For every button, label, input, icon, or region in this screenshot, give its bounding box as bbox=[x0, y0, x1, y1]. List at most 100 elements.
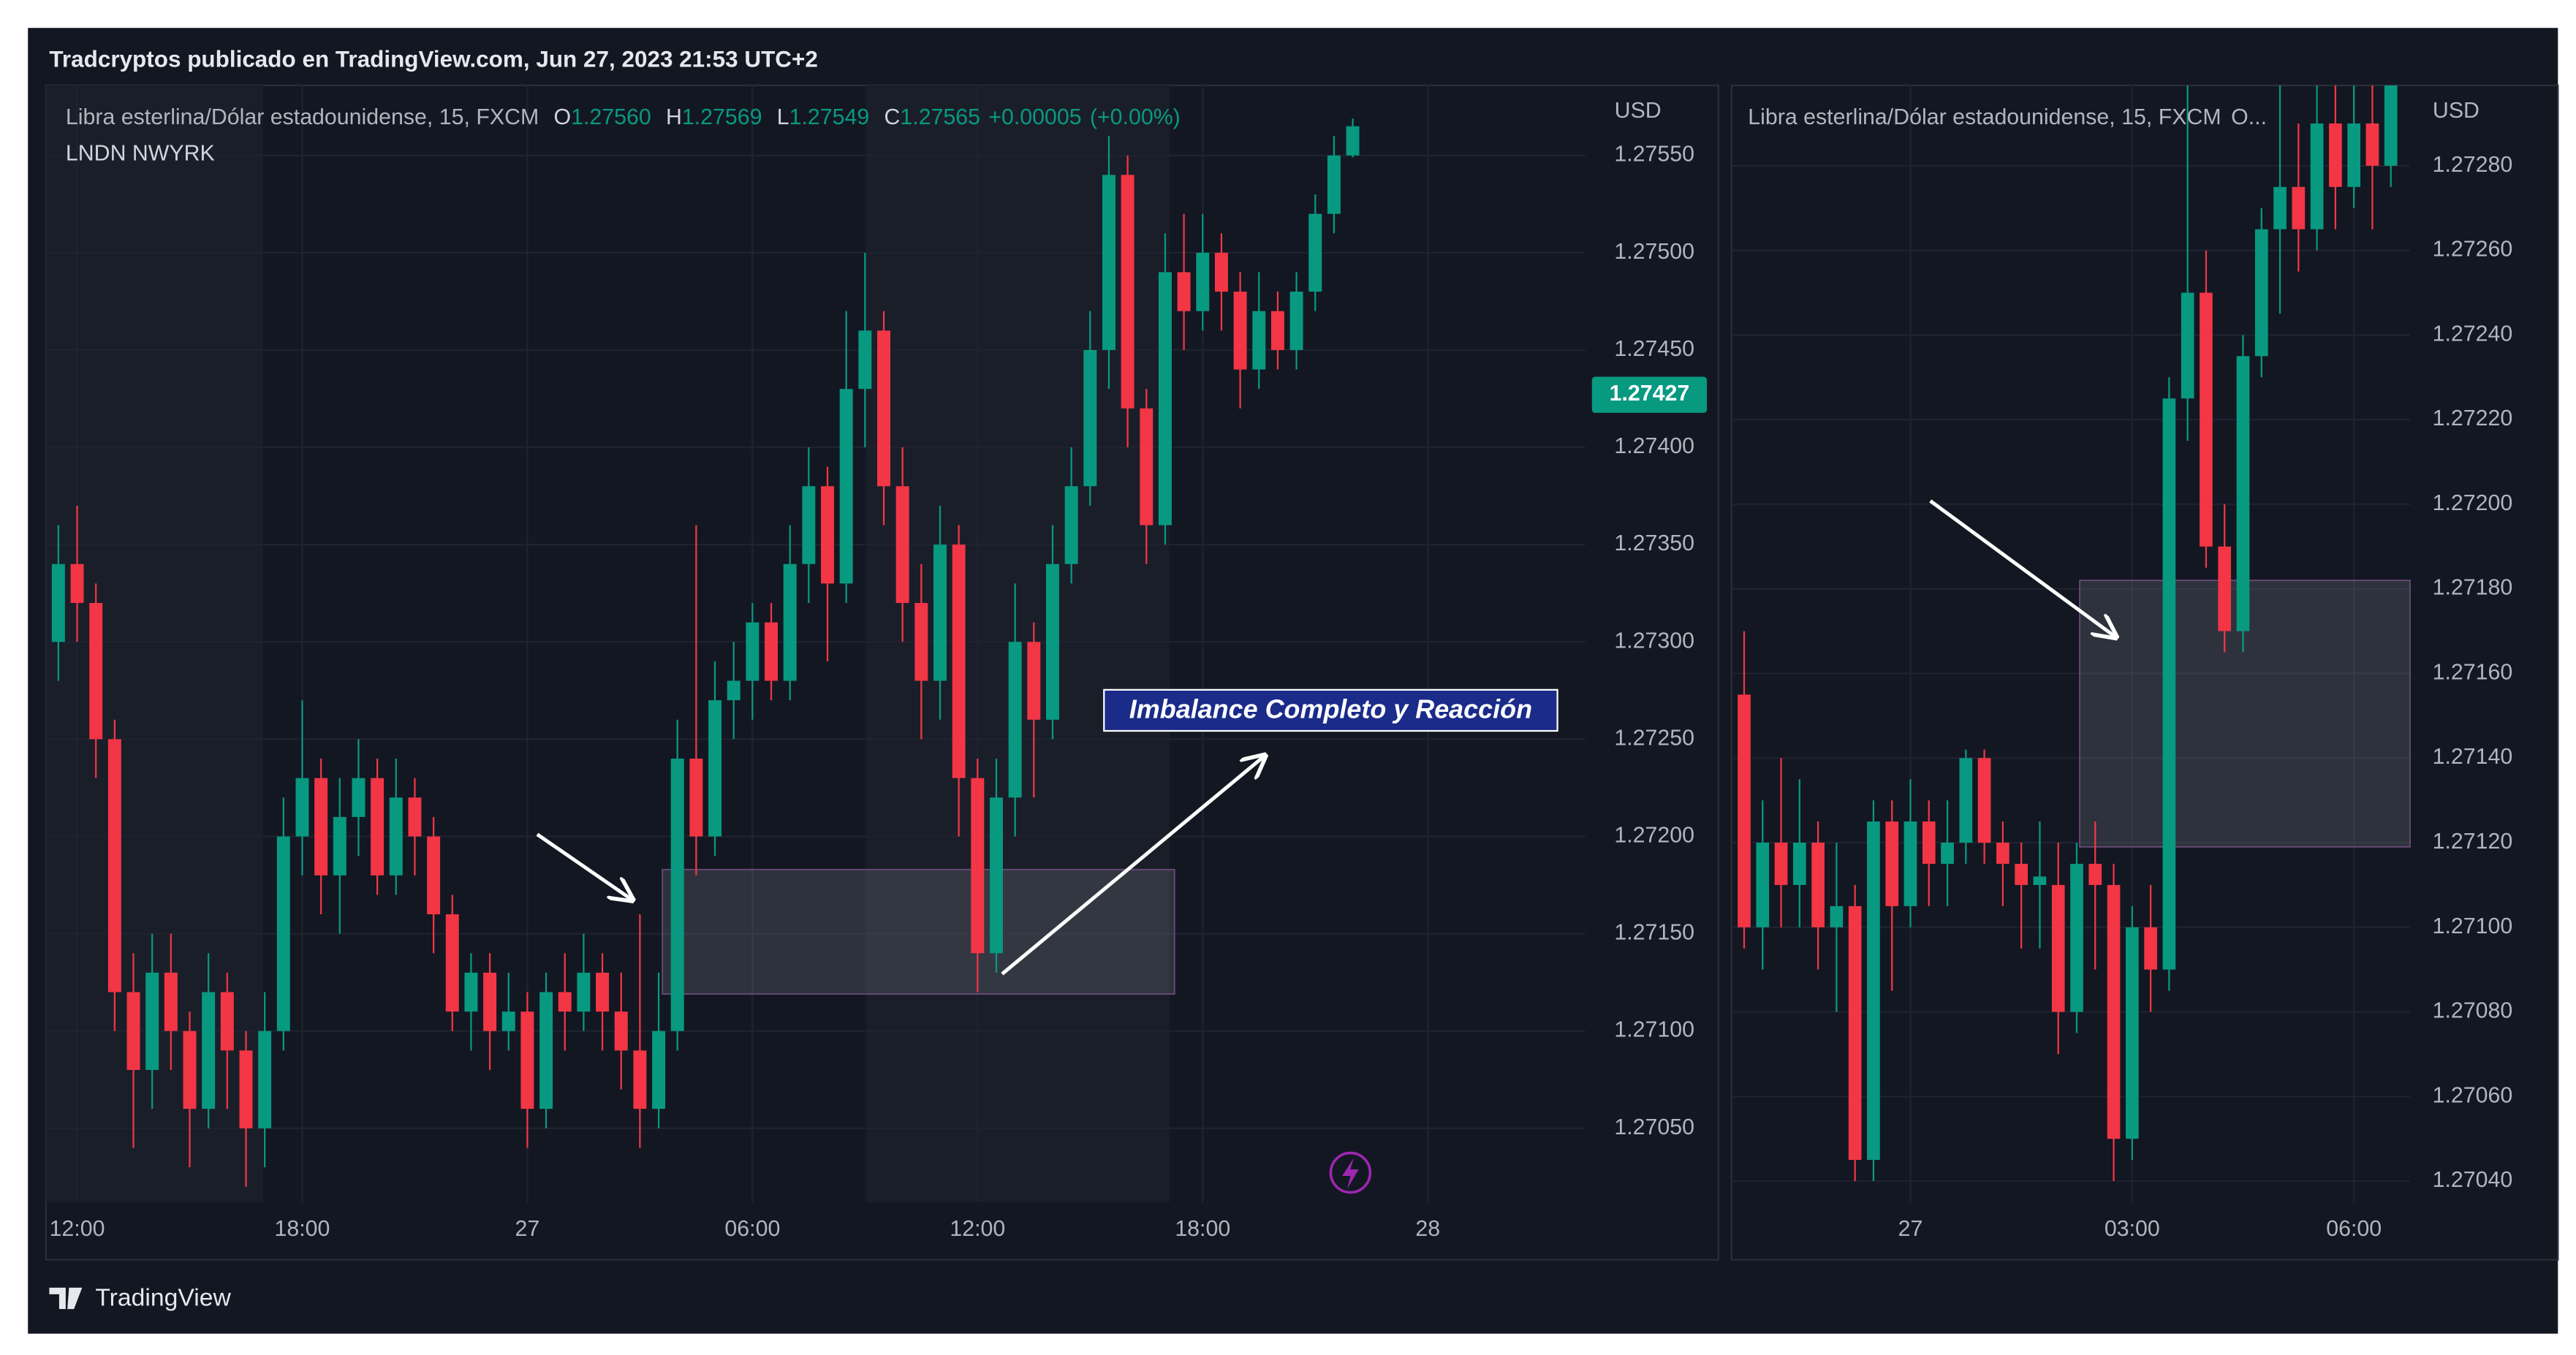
candle-body bbox=[276, 836, 290, 1031]
x-tick-label: 18:00 bbox=[1175, 1217, 1230, 1241]
candle-body bbox=[839, 389, 853, 584]
candle-body bbox=[183, 1031, 197, 1109]
y-tick-label: 1.27450 bbox=[1614, 337, 1694, 361]
candle-body bbox=[2292, 186, 2306, 229]
candle-body bbox=[1121, 175, 1134, 409]
candle-body bbox=[914, 603, 928, 681]
candle-body bbox=[464, 972, 478, 1012]
footer-brand: TradingView bbox=[95, 1283, 231, 1311]
candle-body bbox=[2033, 876, 2047, 885]
arrow bbox=[1929, 499, 2116, 637]
candle-body bbox=[1252, 311, 1266, 370]
candle-body bbox=[501, 1011, 515, 1031]
candle-body bbox=[670, 759, 684, 1031]
legend-key: C bbox=[884, 105, 901, 129]
candle-body bbox=[1083, 349, 1097, 487]
candle-body bbox=[1885, 821, 1899, 906]
candle-body bbox=[2070, 863, 2083, 1012]
annotation-box bbox=[1103, 688, 1558, 732]
y-tick-label: 1.27080 bbox=[2433, 999, 2513, 1023]
legend-change: +0.00005 bbox=[988, 105, 1081, 129]
candle-body bbox=[727, 680, 740, 701]
candle-body bbox=[558, 992, 572, 1012]
candle-body bbox=[2162, 398, 2176, 970]
candle-body bbox=[765, 622, 779, 681]
candle-body bbox=[2051, 884, 2065, 1012]
price-tag bbox=[1591, 376, 1708, 413]
legend-value: 1.27569 bbox=[682, 105, 762, 129]
y-tick-label: 1.27250 bbox=[1614, 726, 1694, 750]
legend-key: H bbox=[666, 105, 682, 129]
candle-body bbox=[652, 1031, 666, 1109]
candle-body bbox=[1977, 758, 1991, 843]
x-tick-label: 28 bbox=[1415, 1217, 1440, 1241]
x-tick-label: 12:00 bbox=[950, 1217, 1005, 1241]
alert-icon[interactable] bbox=[1329, 1151, 1372, 1194]
candle-body bbox=[971, 778, 985, 954]
candle-body bbox=[2015, 863, 2028, 885]
y-tick-label: 1.27260 bbox=[2433, 238, 2513, 262]
candle-body bbox=[2218, 546, 2232, 631]
candle-body bbox=[1308, 213, 1322, 292]
legend-symbol: Libra esterlina/Dólar estadounidense, 15… bbox=[66, 105, 539, 129]
candle-body bbox=[1830, 906, 1844, 927]
candle-body bbox=[933, 544, 947, 681]
candle-body bbox=[1064, 486, 1078, 564]
candle-body bbox=[689, 759, 703, 837]
candle-body bbox=[333, 816, 346, 876]
candle-body bbox=[2365, 123, 2379, 166]
candle-body bbox=[2273, 186, 2287, 229]
y-tick-label: 1.27240 bbox=[2433, 322, 2513, 346]
candle-body bbox=[802, 486, 816, 564]
y-tick-label: 1.27160 bbox=[2433, 660, 2513, 684]
candle-body bbox=[1738, 694, 1751, 927]
candle-body bbox=[633, 1050, 647, 1109]
candle-body bbox=[577, 972, 591, 1012]
candle-body bbox=[858, 330, 872, 390]
candle-body bbox=[1996, 842, 2009, 864]
legend-value: 1.27565 bbox=[900, 105, 980, 129]
candle-body bbox=[220, 992, 234, 1051]
y-tick-label: 1.27150 bbox=[1614, 921, 1694, 945]
candle-body bbox=[1848, 906, 1862, 1161]
candle-body bbox=[2236, 356, 2250, 631]
annotation: Imbalance Completo y Reacción bbox=[1129, 694, 1532, 724]
arrow bbox=[536, 832, 632, 900]
currency: USD bbox=[1615, 99, 1662, 123]
candle-body bbox=[821, 486, 835, 584]
candle-body bbox=[1811, 842, 1825, 927]
legend: Libra esterlina/Dólar estadounidense, 15… bbox=[66, 105, 1181, 129]
candle-body bbox=[1158, 272, 1172, 525]
x-tick-label: 06:00 bbox=[2326, 1217, 2382, 1241]
legend: Libra esterlina/Dólar estadounidense, 15… bbox=[1748, 105, 2267, 129]
candle-body bbox=[258, 1031, 272, 1128]
y-tick-label: 1.27100 bbox=[1614, 1018, 1694, 1042]
candle-body bbox=[1346, 126, 1360, 156]
arrow bbox=[1001, 756, 1265, 976]
candle-body bbox=[1792, 842, 1806, 885]
subtitle: LNDN NWYRK bbox=[66, 141, 215, 165]
candle-body bbox=[126, 992, 140, 1070]
x-tick-label: 27 bbox=[1898, 1217, 1923, 1241]
candle-body bbox=[2181, 292, 2194, 399]
legend-truncated: O... bbox=[2231, 105, 2267, 129]
candle-body bbox=[1959, 758, 1973, 843]
legend-key: O bbox=[554, 105, 572, 129]
candle-body bbox=[483, 972, 497, 1031]
candle-body bbox=[1102, 175, 1115, 350]
y-tick-label: 1.27180 bbox=[2433, 576, 2513, 600]
candle-body bbox=[427, 836, 441, 914]
legend-value: 1.27549 bbox=[789, 105, 870, 129]
candle-body bbox=[2329, 123, 2342, 187]
candle-body bbox=[2144, 927, 2157, 970]
candle-body bbox=[539, 992, 553, 1109]
candle-body bbox=[2254, 229, 2268, 357]
header-title: Tradcryptos publicado en TradingView.com… bbox=[49, 46, 817, 72]
candle-body bbox=[1214, 252, 1228, 292]
x-tick-label: 27 bbox=[515, 1217, 540, 1241]
y-tick-label: 1.27120 bbox=[2433, 830, 2513, 854]
candle-body bbox=[2384, 85, 2398, 166]
candle-body bbox=[1270, 311, 1284, 350]
x-tick-label: 18:00 bbox=[275, 1217, 330, 1241]
